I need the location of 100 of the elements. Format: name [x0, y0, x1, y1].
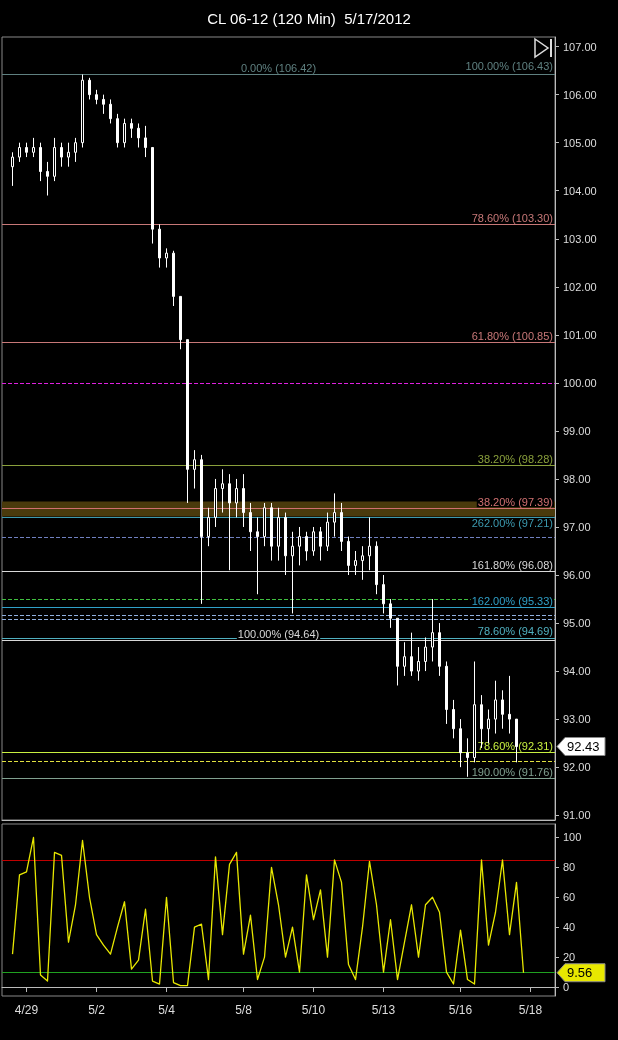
- candlestick: [354, 550, 357, 576]
- candlestick: [53, 137, 56, 182]
- annotation: 100.00% (106.43): [465, 60, 553, 73]
- y-tick-label: 60: [563, 891, 576, 904]
- candlestick: [417, 646, 420, 682]
- candlestick: [403, 641, 406, 677]
- y-tick-label: 0: [563, 981, 570, 994]
- candlestick: [256, 516, 259, 595]
- candlestick: [123, 118, 126, 148]
- candlestick: [361, 545, 364, 581]
- candlestick: [95, 89, 98, 105]
- candlestick: [130, 118, 133, 139]
- candlestick: [368, 516, 371, 571]
- candlestick: [179, 295, 182, 350]
- ref-line-label: 38.20% (97.39): [477, 495, 553, 508]
- text: 92.43: [567, 739, 600, 754]
- x-tick-label: 5/18: [518, 1003, 543, 1017]
- candlestick: [81, 73, 84, 148]
- y-tick-label: 98.00: [563, 472, 591, 485]
- candlestick: [298, 526, 301, 566]
- candlestick: [214, 478, 217, 528]
- candlestick: [473, 660, 476, 763]
- candlestick: [242, 473, 245, 528]
- y-tick-label: 107.00: [563, 40, 597, 53]
- y-tick-label: 96.00: [563, 569, 591, 582]
- candlestick: [494, 680, 497, 735]
- y-tick-label: 92.00: [563, 761, 591, 774]
- candlestick: [459, 718, 462, 768]
- candlestick: [207, 507, 210, 547]
- text: 9.56: [567, 965, 593, 981]
- ref-line-label: 162.00% (95.33): [471, 594, 553, 607]
- candlestick: [305, 531, 308, 562]
- y-tick-label: 106.00: [563, 88, 597, 101]
- candlestick: [347, 536, 350, 576]
- ref-line-label: 190.00% (91.76): [471, 766, 553, 779]
- y-tick-label: 102.00: [563, 280, 597, 293]
- candlestick: [109, 98, 112, 124]
- ref-line-label: 78.60% (92.31): [477, 739, 553, 752]
- candlestick: [11, 151, 14, 187]
- ref-line-label: 78.60% (94.69): [477, 625, 553, 638]
- y-tick-label: 91.00: [563, 809, 591, 822]
- y-tick-label: 40: [563, 921, 576, 934]
- candlestick: [186, 339, 189, 504]
- y-tick-label: 94.00: [563, 665, 591, 678]
- y-tick-label: 100: [563, 831, 582, 844]
- x-tick-label: 5/2: [88, 1003, 106, 1017]
- y-tick-label: 104.00: [563, 184, 597, 197]
- candlestick: [424, 636, 427, 672]
- ref-line-label: 161.80% (96.08): [471, 558, 553, 571]
- candlestick: [438, 622, 441, 677]
- y-tick-label: 101.00: [563, 328, 597, 341]
- y-tick-label: 103.00: [563, 232, 597, 245]
- candlestick: [431, 598, 434, 662]
- candlestick: [410, 632, 413, 677]
- candlestick: [39, 142, 42, 182]
- candlestick: [137, 122, 140, 148]
- candlestick: [116, 113, 119, 148]
- candlestick: [340, 502, 343, 552]
- candlestick: [200, 454, 203, 605]
- candlestick: [193, 449, 196, 490]
- ref-line-label: 78.60% (103.30): [471, 211, 553, 224]
- candlestick: [221, 468, 224, 514]
- candlestick: [151, 146, 154, 245]
- candlestick: [74, 137, 77, 163]
- candlestick: [445, 660, 448, 725]
- candlestick: [249, 502, 252, 552]
- x-tick-label: 5/4: [158, 1003, 176, 1017]
- candlestick: [389, 598, 392, 629]
- y-tick-label: 80: [563, 861, 576, 874]
- candlestick: [172, 250, 175, 307]
- ref-line-label: 61.80% (100.85): [471, 329, 553, 342]
- candlestick: [452, 699, 455, 739]
- candlestick: [277, 507, 280, 562]
- candlestick: [515, 718, 518, 763]
- ref-line-label: 0.00% (106.42): [240, 61, 317, 74]
- y-tick-label: 95.00: [563, 617, 591, 630]
- ref-line-label: 262.00% (97.21): [471, 517, 553, 530]
- y-tick-label: 100.00: [563, 376, 597, 389]
- line-series: [11, 836, 525, 987]
- candlestick: [333, 492, 336, 538]
- chart-title: CL 06-12 (120 Min) 5/17/2012: [207, 10, 411, 27]
- candlestick: [88, 77, 91, 100]
- ref-line-label: 38.20% (98.28): [477, 452, 553, 465]
- candlestick: [18, 142, 21, 163]
- x-tick-label: 5/10: [301, 1003, 326, 1017]
- candlestick: [319, 526, 322, 562]
- candlestick: [326, 512, 329, 552]
- candlestick: [263, 502, 266, 547]
- candlestick: [284, 512, 287, 576]
- candlestick: [396, 617, 399, 686]
- candlestick: [60, 142, 63, 168]
- candlestick: [165, 247, 168, 269]
- candlestick: [235, 478, 238, 518]
- candlestick: [102, 94, 105, 115]
- candlestick: [25, 142, 28, 158]
- candlestick: [270, 502, 273, 562]
- candlestick: [228, 473, 231, 571]
- candlestick: [382, 574, 385, 614]
- y-tick-label: 93.00: [563, 713, 591, 726]
- candlestick: [375, 540, 378, 595]
